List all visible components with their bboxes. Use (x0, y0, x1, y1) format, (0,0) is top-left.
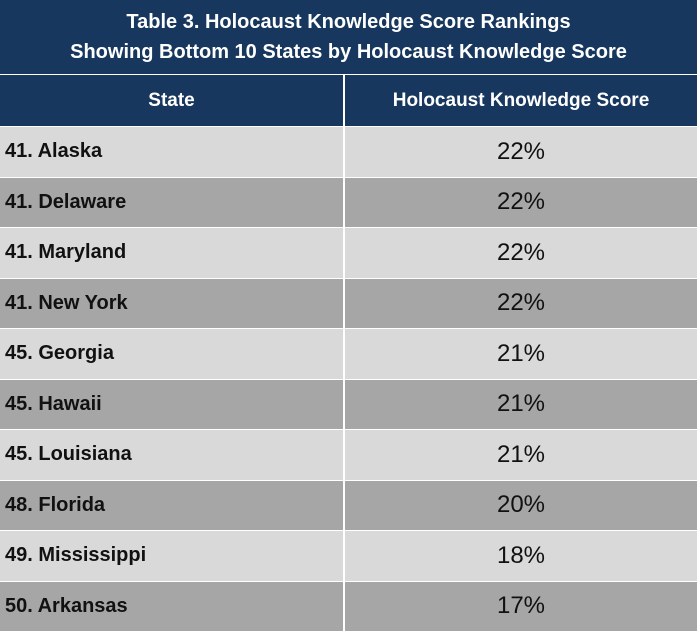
score-cell: 18% (496, 541, 546, 569)
score-cell: 20% (496, 491, 546, 519)
state-cell: 45. Georgia (0, 329, 345, 379)
score-cell: 22% (496, 188, 546, 216)
state-cell: 50. Arkansas (0, 581, 345, 631)
table-title-line-2: Showing Bottom 10 States by Holocaust Kn… (70, 41, 627, 63)
table-row: 41. Maryland 22% (0, 228, 697, 279)
table-body: 41. Alaska 22% 41. Delaware 22% 41. Maryland… (0, 127, 697, 632)
score-cell: 22% (496, 238, 546, 266)
score-cell: 21% (496, 339, 546, 367)
table-title: Table 3. Holocaust Knowledge Score Ranki… (0, 0, 697, 74)
table-row: 41. New York 22% (0, 278, 697, 329)
state-cell: 41. New York (0, 278, 345, 328)
table-header-row: State Holocaust Knowledge Score (0, 75, 697, 126)
score-cell: 22% (496, 289, 546, 317)
score-cell: 21% (496, 390, 546, 418)
table-row: 49. Mississippi 18% (0, 531, 697, 582)
score-cell: 21% (496, 440, 546, 468)
table-row: 48. Florida 20% (0, 480, 697, 531)
state-cell: 45. Hawaii (0, 379, 345, 429)
state-cell: 49. Mississippi (0, 531, 345, 581)
state-cell: 48. Florida (0, 480, 345, 530)
table-row: 45. Louisiana 21% (0, 430, 697, 481)
table-row: 45. Georgia 21% (0, 329, 697, 380)
column-header-score: Holocaust Knowledge Score (392, 89, 650, 111)
table-row: 41. Delaware 22% (0, 177, 697, 228)
score-cell: 22% (496, 137, 546, 165)
table-row: 45. Hawaii 21% (0, 379, 697, 430)
column-header-state: State (0, 75, 345, 126)
state-cell: 41. Alaska (0, 127, 345, 177)
table-row: 41. Alaska 22% (0, 127, 697, 178)
score-cell: 17% (496, 592, 546, 620)
state-cell: 45. Louisiana (0, 430, 345, 480)
state-cell: 41. Delaware (0, 177, 345, 227)
table-row: 50. Arkansas 17% (0, 581, 697, 632)
state-cell: 41. Maryland (0, 228, 345, 278)
table-title-line-1: Table 3. Holocaust Knowledge Score Ranki… (126, 11, 571, 33)
